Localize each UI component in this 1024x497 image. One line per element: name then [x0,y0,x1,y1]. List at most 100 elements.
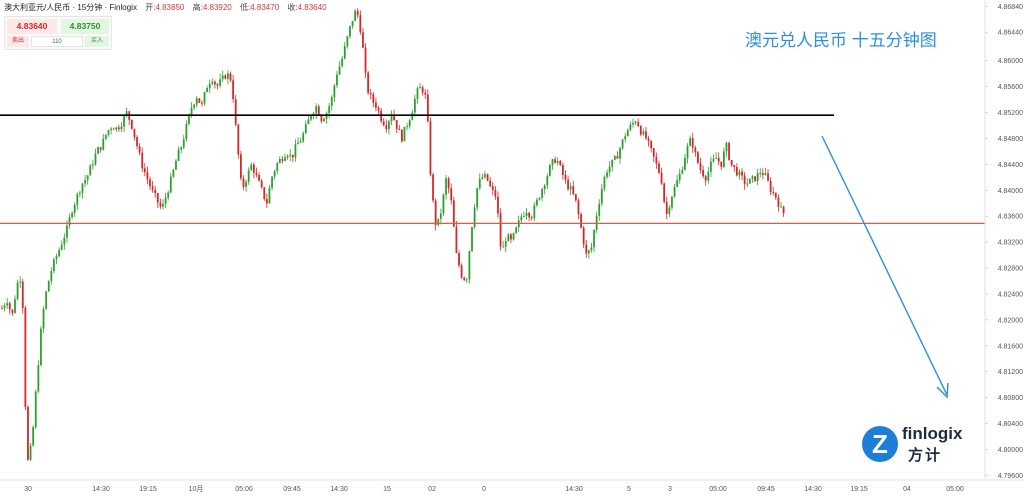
candle-body [203,92,206,104]
candle-body [720,161,723,167]
quantity-input[interactable]: 110 [31,36,83,47]
candle-body [730,159,733,166]
candle-body [146,172,149,180]
candle-body [385,125,388,130]
candle-body [691,138,694,148]
candle-body [198,98,201,103]
candle-body [99,147,102,150]
candle-body [564,174,567,180]
candle-body [143,168,146,173]
y-tick-label: 4.83600 [998,214,1023,221]
candle-body [377,107,380,111]
candle-body [603,176,606,189]
trade-panel: 4.83640 4.83750 卖出 110 买入 [4,16,112,50]
finlogix-logo: Z finlogix 方计 [862,424,974,466]
candle-body [268,187,271,204]
close-value: 4.83640 [297,3,327,12]
interval-label: 15分钟 [77,3,103,12]
candle-body [317,106,320,115]
key-levels [0,114,985,224]
candle-body [294,144,297,158]
candle-body [782,206,785,214]
candle-body [291,154,294,158]
buy-button[interactable]: 买入 [85,36,109,47]
candle-body [471,227,473,252]
candle-body [408,120,411,127]
candle-body [245,181,247,187]
candle-body [619,148,621,159]
candle-body [53,259,55,272]
candle-body [629,124,632,131]
candle-body [715,157,717,159]
candle-body [343,46,346,59]
x-tick-label: 05:00 [946,486,964,493]
y-tick-label: 4.86000 [998,58,1023,65]
candle-body [79,192,81,194]
sell-price[interactable]: 4.83640 [7,19,57,34]
y-tick-label: 4.82000 [998,317,1023,324]
candle-body [123,116,125,127]
candle-body [29,445,32,460]
candle-body [73,204,76,213]
y-tick-label: 4.79600 [998,473,1023,480]
x-tick-label: 15 [383,486,391,493]
candle-body [346,36,349,47]
candle-body [110,128,112,131]
candle-body [367,72,370,93]
candle-body [655,156,658,164]
y-tick-label: 4.84000 [998,188,1023,195]
candle-body [286,155,289,158]
candle-body [632,122,634,125]
candle-body [533,205,536,219]
x-tick-label: 19:15 [850,486,868,493]
candle-body [761,173,764,176]
y-tick-label: 4.85200 [998,110,1023,117]
candle-body [265,199,268,204]
candle-body [465,279,468,281]
sell-button[interactable]: 卖出 [7,36,29,47]
candle-body [411,112,414,121]
candle-body [697,152,699,163]
chart-annotation-title: 澳元兑人民币 十五分钟图 [745,31,937,50]
candle-body [434,200,437,225]
candle-body [375,102,377,108]
y-tick-label: 4.80800 [998,395,1023,402]
candle-body [172,169,175,177]
candle-body [162,203,164,207]
candle-body [354,10,357,21]
candle-body [330,97,333,107]
candle-body [239,154,242,179]
candle-body [447,178,450,189]
candle-body [398,128,401,130]
low-value: 4.83470 [250,3,280,12]
candle-body [190,107,193,115]
candle-body [211,81,214,84]
x-tick-label: 3 [668,486,672,493]
candle-body [390,114,393,122]
candle-body [746,183,749,185]
candle-body [413,98,416,113]
candle-body [652,148,655,157]
x-tick-label: 14:30 [92,486,110,493]
candle-body [660,172,663,184]
source-label: Finlogix [109,3,137,12]
candle-body [634,121,637,123]
y-tick-label: 4.84400 [998,162,1023,169]
candle-body [608,166,611,173]
candle-body [704,176,707,181]
candle-body [455,226,458,253]
candle-body [50,271,53,281]
candle-body [364,47,367,73]
buy-price[interactable]: 4.83750 [61,19,109,34]
candle-body [175,160,177,170]
candle-body [201,102,203,104]
candle-body [338,66,341,75]
candle-body [507,234,510,242]
candle-body [668,207,671,214]
candle-body [725,142,728,152]
candle-body [554,159,556,163]
candle-body [107,130,110,135]
candle-body [320,114,323,122]
candle-body [388,121,390,130]
candle-body [278,158,281,164]
